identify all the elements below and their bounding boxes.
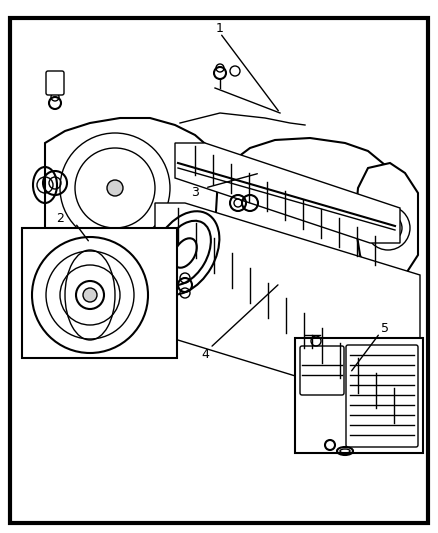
Text: 5: 5 (381, 321, 389, 335)
Circle shape (107, 180, 123, 196)
FancyBboxPatch shape (46, 71, 64, 95)
Text: 1: 1 (216, 21, 224, 35)
FancyBboxPatch shape (295, 338, 423, 453)
Polygon shape (45, 118, 220, 265)
Circle shape (83, 288, 97, 302)
Polygon shape (355, 163, 418, 283)
Circle shape (383, 223, 393, 233)
FancyBboxPatch shape (10, 18, 428, 523)
Text: 4: 4 (201, 349, 209, 361)
Polygon shape (175, 143, 400, 243)
FancyBboxPatch shape (22, 228, 177, 358)
Text: 3: 3 (191, 187, 199, 199)
Polygon shape (215, 138, 398, 285)
Polygon shape (155, 203, 420, 405)
FancyBboxPatch shape (300, 346, 344, 395)
FancyBboxPatch shape (346, 345, 418, 447)
Text: 2: 2 (56, 212, 64, 224)
